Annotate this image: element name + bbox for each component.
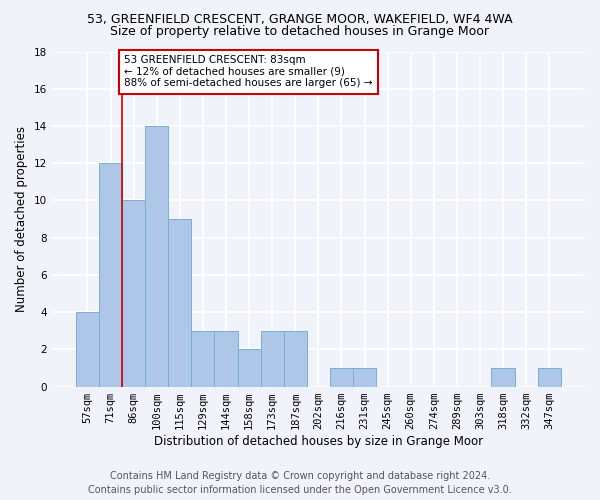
Text: 53, GREENFIELD CRESCENT, GRANGE MOOR, WAKEFIELD, WF4 4WA: 53, GREENFIELD CRESCENT, GRANGE MOOR, WA…: [87, 12, 513, 26]
Bar: [99, 163, 122, 386]
Bar: [491, 368, 515, 386]
Bar: [538, 368, 561, 386]
Bar: [76, 312, 99, 386]
Y-axis label: Number of detached properties: Number of detached properties: [15, 126, 28, 312]
Bar: [214, 330, 238, 386]
Text: Contains HM Land Registry data © Crown copyright and database right 2024.
Contai: Contains HM Land Registry data © Crown c…: [88, 471, 512, 495]
Text: Size of property relative to detached houses in Grange Moor: Size of property relative to detached ho…: [110, 25, 490, 38]
Bar: [330, 368, 353, 386]
Bar: [145, 126, 168, 386]
Bar: [238, 350, 260, 387]
Text: 53 GREENFIELD CRESCENT: 83sqm
← 12% of detached houses are smaller (9)
88% of se: 53 GREENFIELD CRESCENT: 83sqm ← 12% of d…: [124, 55, 373, 88]
X-axis label: Distribution of detached houses by size in Grange Moor: Distribution of detached houses by size …: [154, 434, 483, 448]
Bar: [284, 330, 307, 386]
Bar: [122, 200, 145, 386]
Bar: [260, 330, 284, 386]
Bar: [191, 330, 214, 386]
Bar: [168, 219, 191, 386]
Bar: [353, 368, 376, 386]
